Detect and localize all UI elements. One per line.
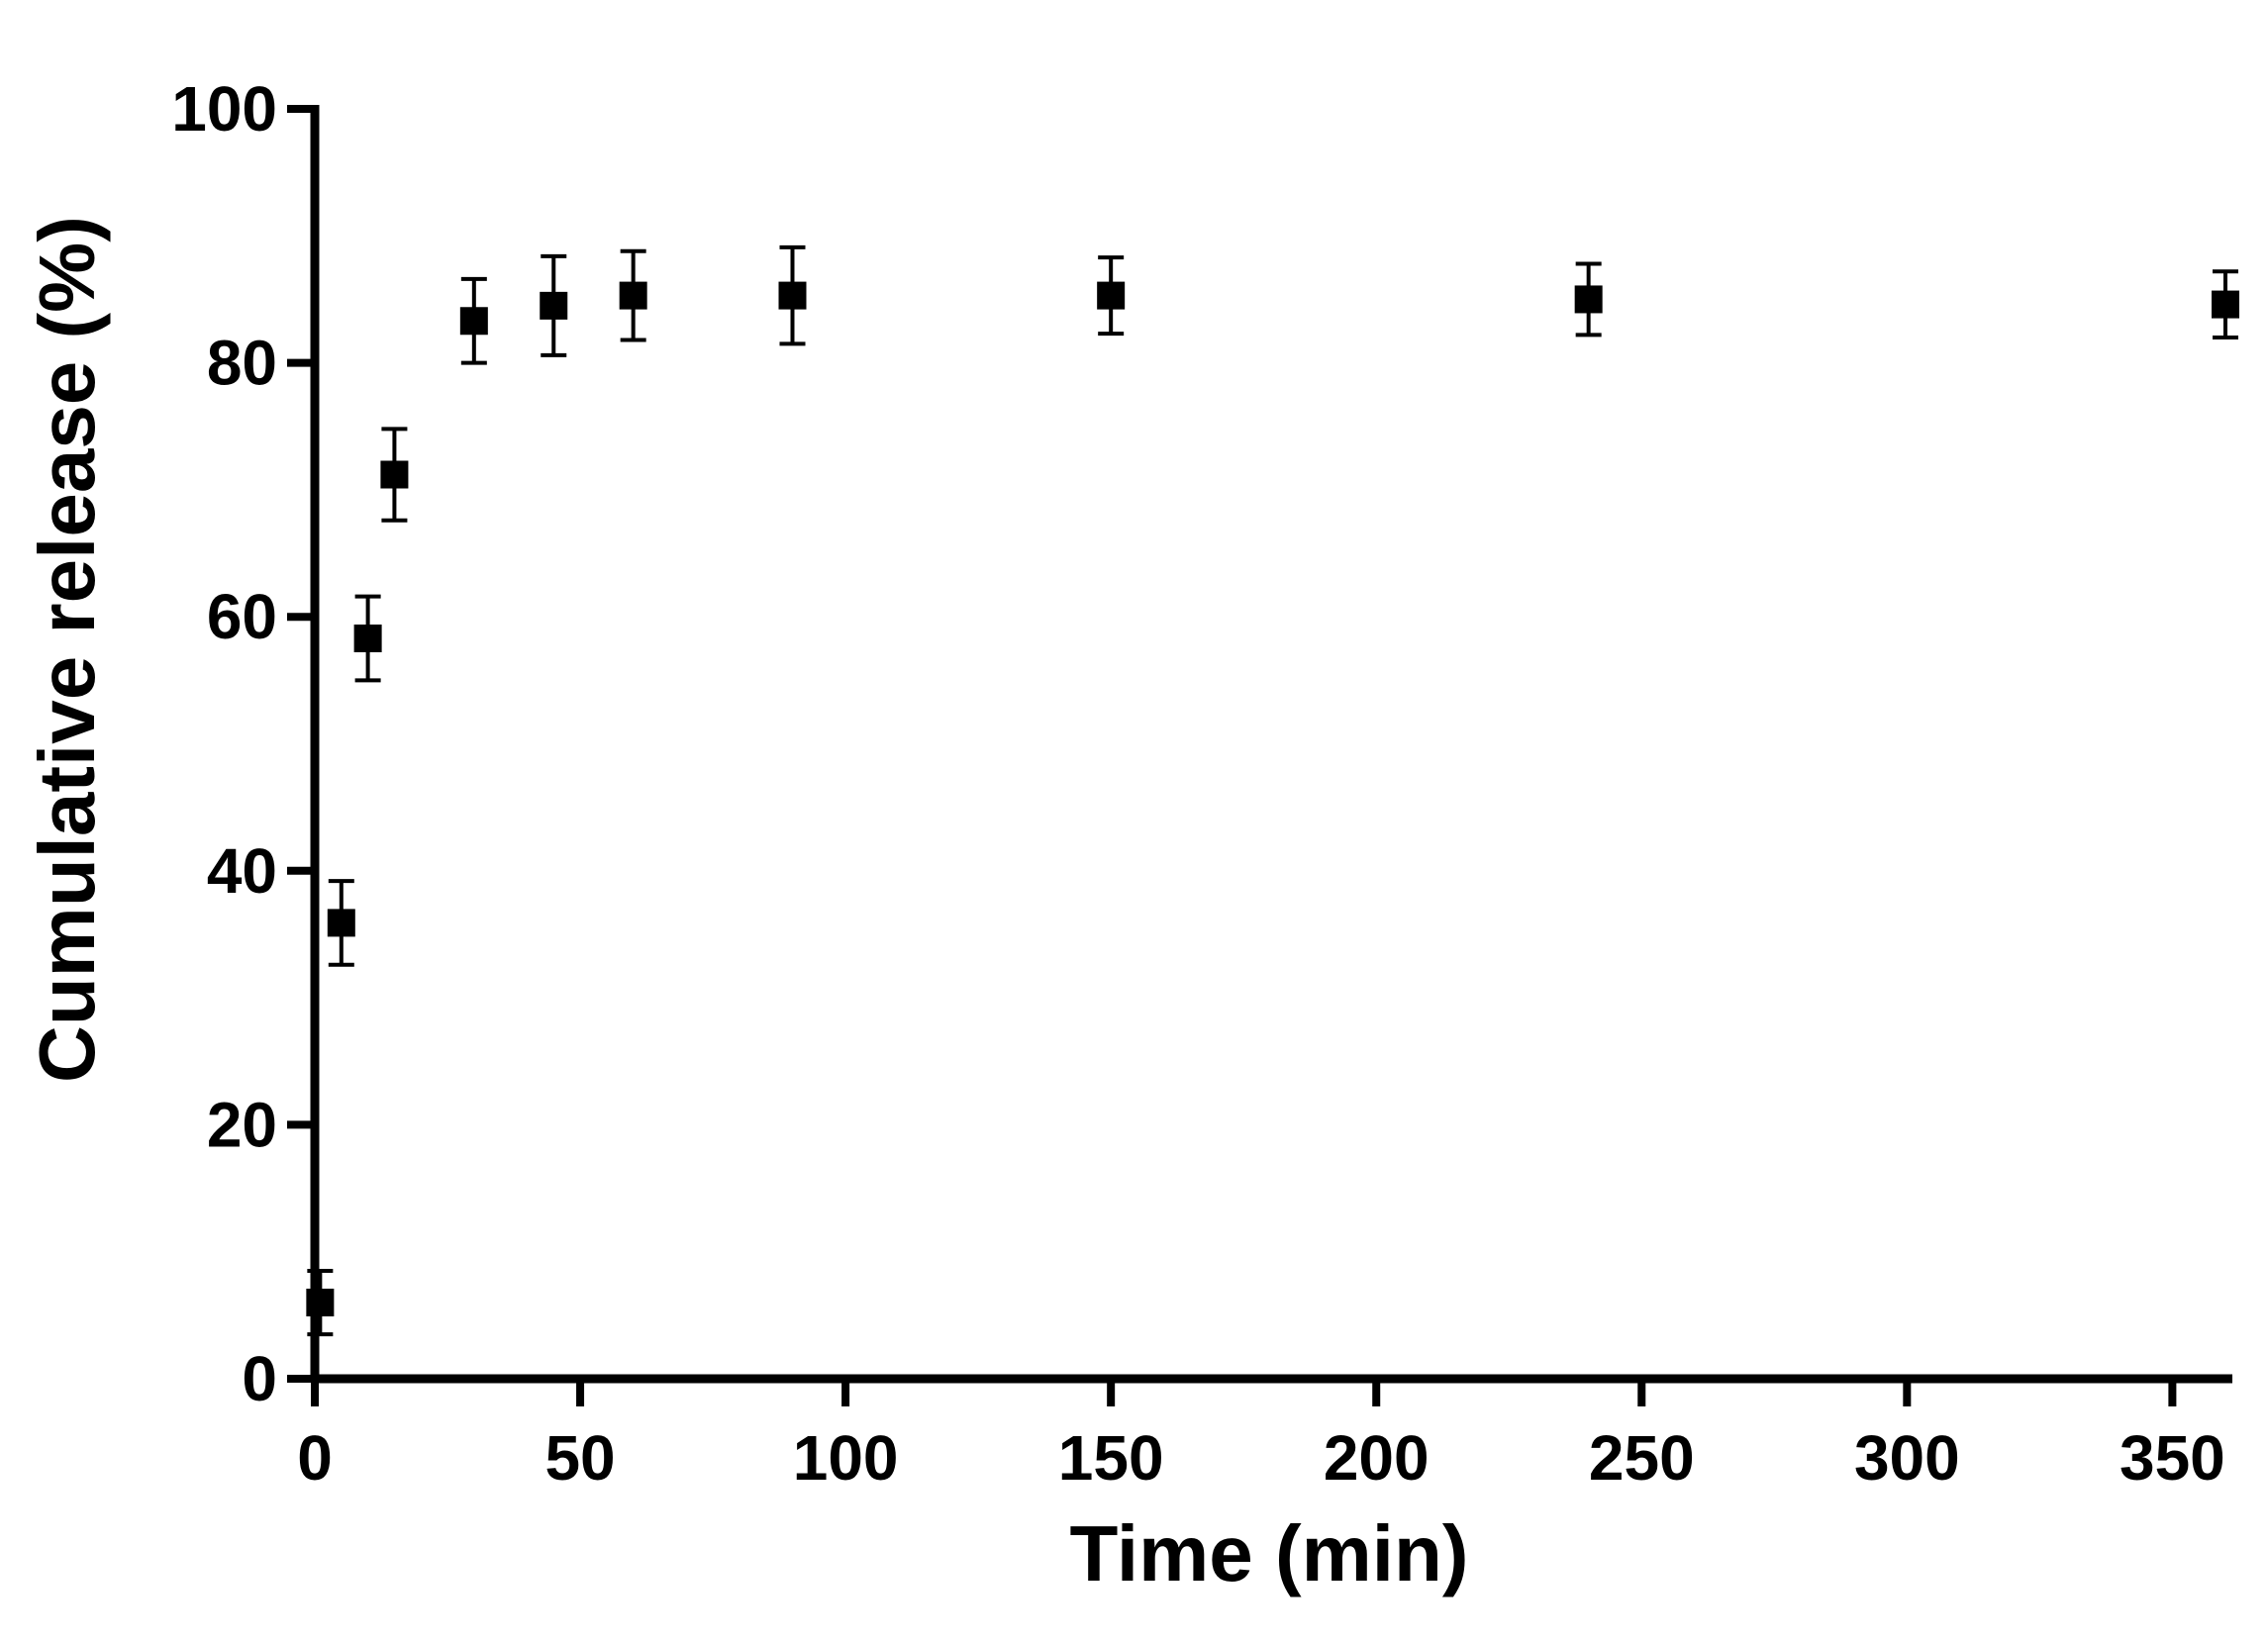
x-tick-label: 250	[1589, 1422, 1695, 1494]
data-point	[2212, 269, 2239, 339]
square-marker	[540, 291, 568, 320]
square-marker	[1097, 281, 1126, 310]
x-tick-label: 300	[1854, 1422, 1960, 1494]
y-tick-label: 0	[242, 1343, 277, 1414]
data-point	[778, 244, 807, 346]
data-point	[306, 1268, 335, 1337]
x-tick-label: 200	[1324, 1422, 1430, 1494]
x-tick-label: 0	[297, 1422, 333, 1494]
square-marker	[1574, 285, 1603, 314]
y-tick-label: 20	[207, 1089, 277, 1160]
data-point	[353, 594, 382, 683]
square-marker	[619, 281, 647, 310]
data-point	[380, 427, 409, 523]
data-point	[1574, 261, 1603, 338]
data-point	[540, 253, 568, 357]
square-marker	[327, 909, 355, 937]
x-tick-label: 50	[544, 1422, 615, 1494]
x-axis-title: Time (min)	[1069, 1509, 1468, 1597]
square-marker	[2212, 290, 2239, 319]
data-point	[1097, 255, 1126, 337]
y-tick-label: 80	[207, 328, 277, 399]
plot-axes	[310, 105, 2232, 1384]
square-marker	[380, 460, 409, 489]
x-tick-label: 150	[1058, 1422, 1164, 1494]
square-marker	[353, 625, 382, 653]
y-axis-title: Cumulative release (%)	[23, 216, 111, 1083]
x-tick-label: 100	[793, 1422, 899, 1494]
x-axis-ticks: 0 50 100 150 200 250 300 350	[297, 1379, 2225, 1494]
data-points	[306, 244, 2239, 1337]
y-tick-label: 100	[171, 73, 277, 145]
data-point	[459, 276, 488, 365]
data-point	[327, 879, 355, 967]
y-tick-label: 40	[207, 835, 277, 907]
square-marker	[778, 281, 807, 310]
x-tick-label: 350	[2120, 1422, 2225, 1494]
data-point	[619, 248, 647, 342]
square-marker	[459, 307, 488, 336]
y-tick-label: 60	[207, 581, 277, 652]
square-marker	[306, 1289, 335, 1317]
y-axis-ticks: 0 20 40 60 80 100	[171, 73, 315, 1414]
